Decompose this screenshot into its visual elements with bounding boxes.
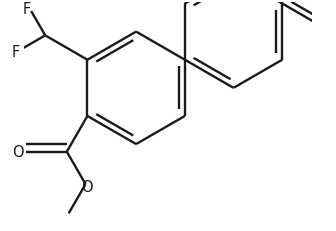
Text: O: O bbox=[82, 180, 93, 195]
Text: F: F bbox=[12, 45, 20, 60]
Text: O: O bbox=[12, 145, 24, 159]
Text: F: F bbox=[23, 2, 31, 17]
